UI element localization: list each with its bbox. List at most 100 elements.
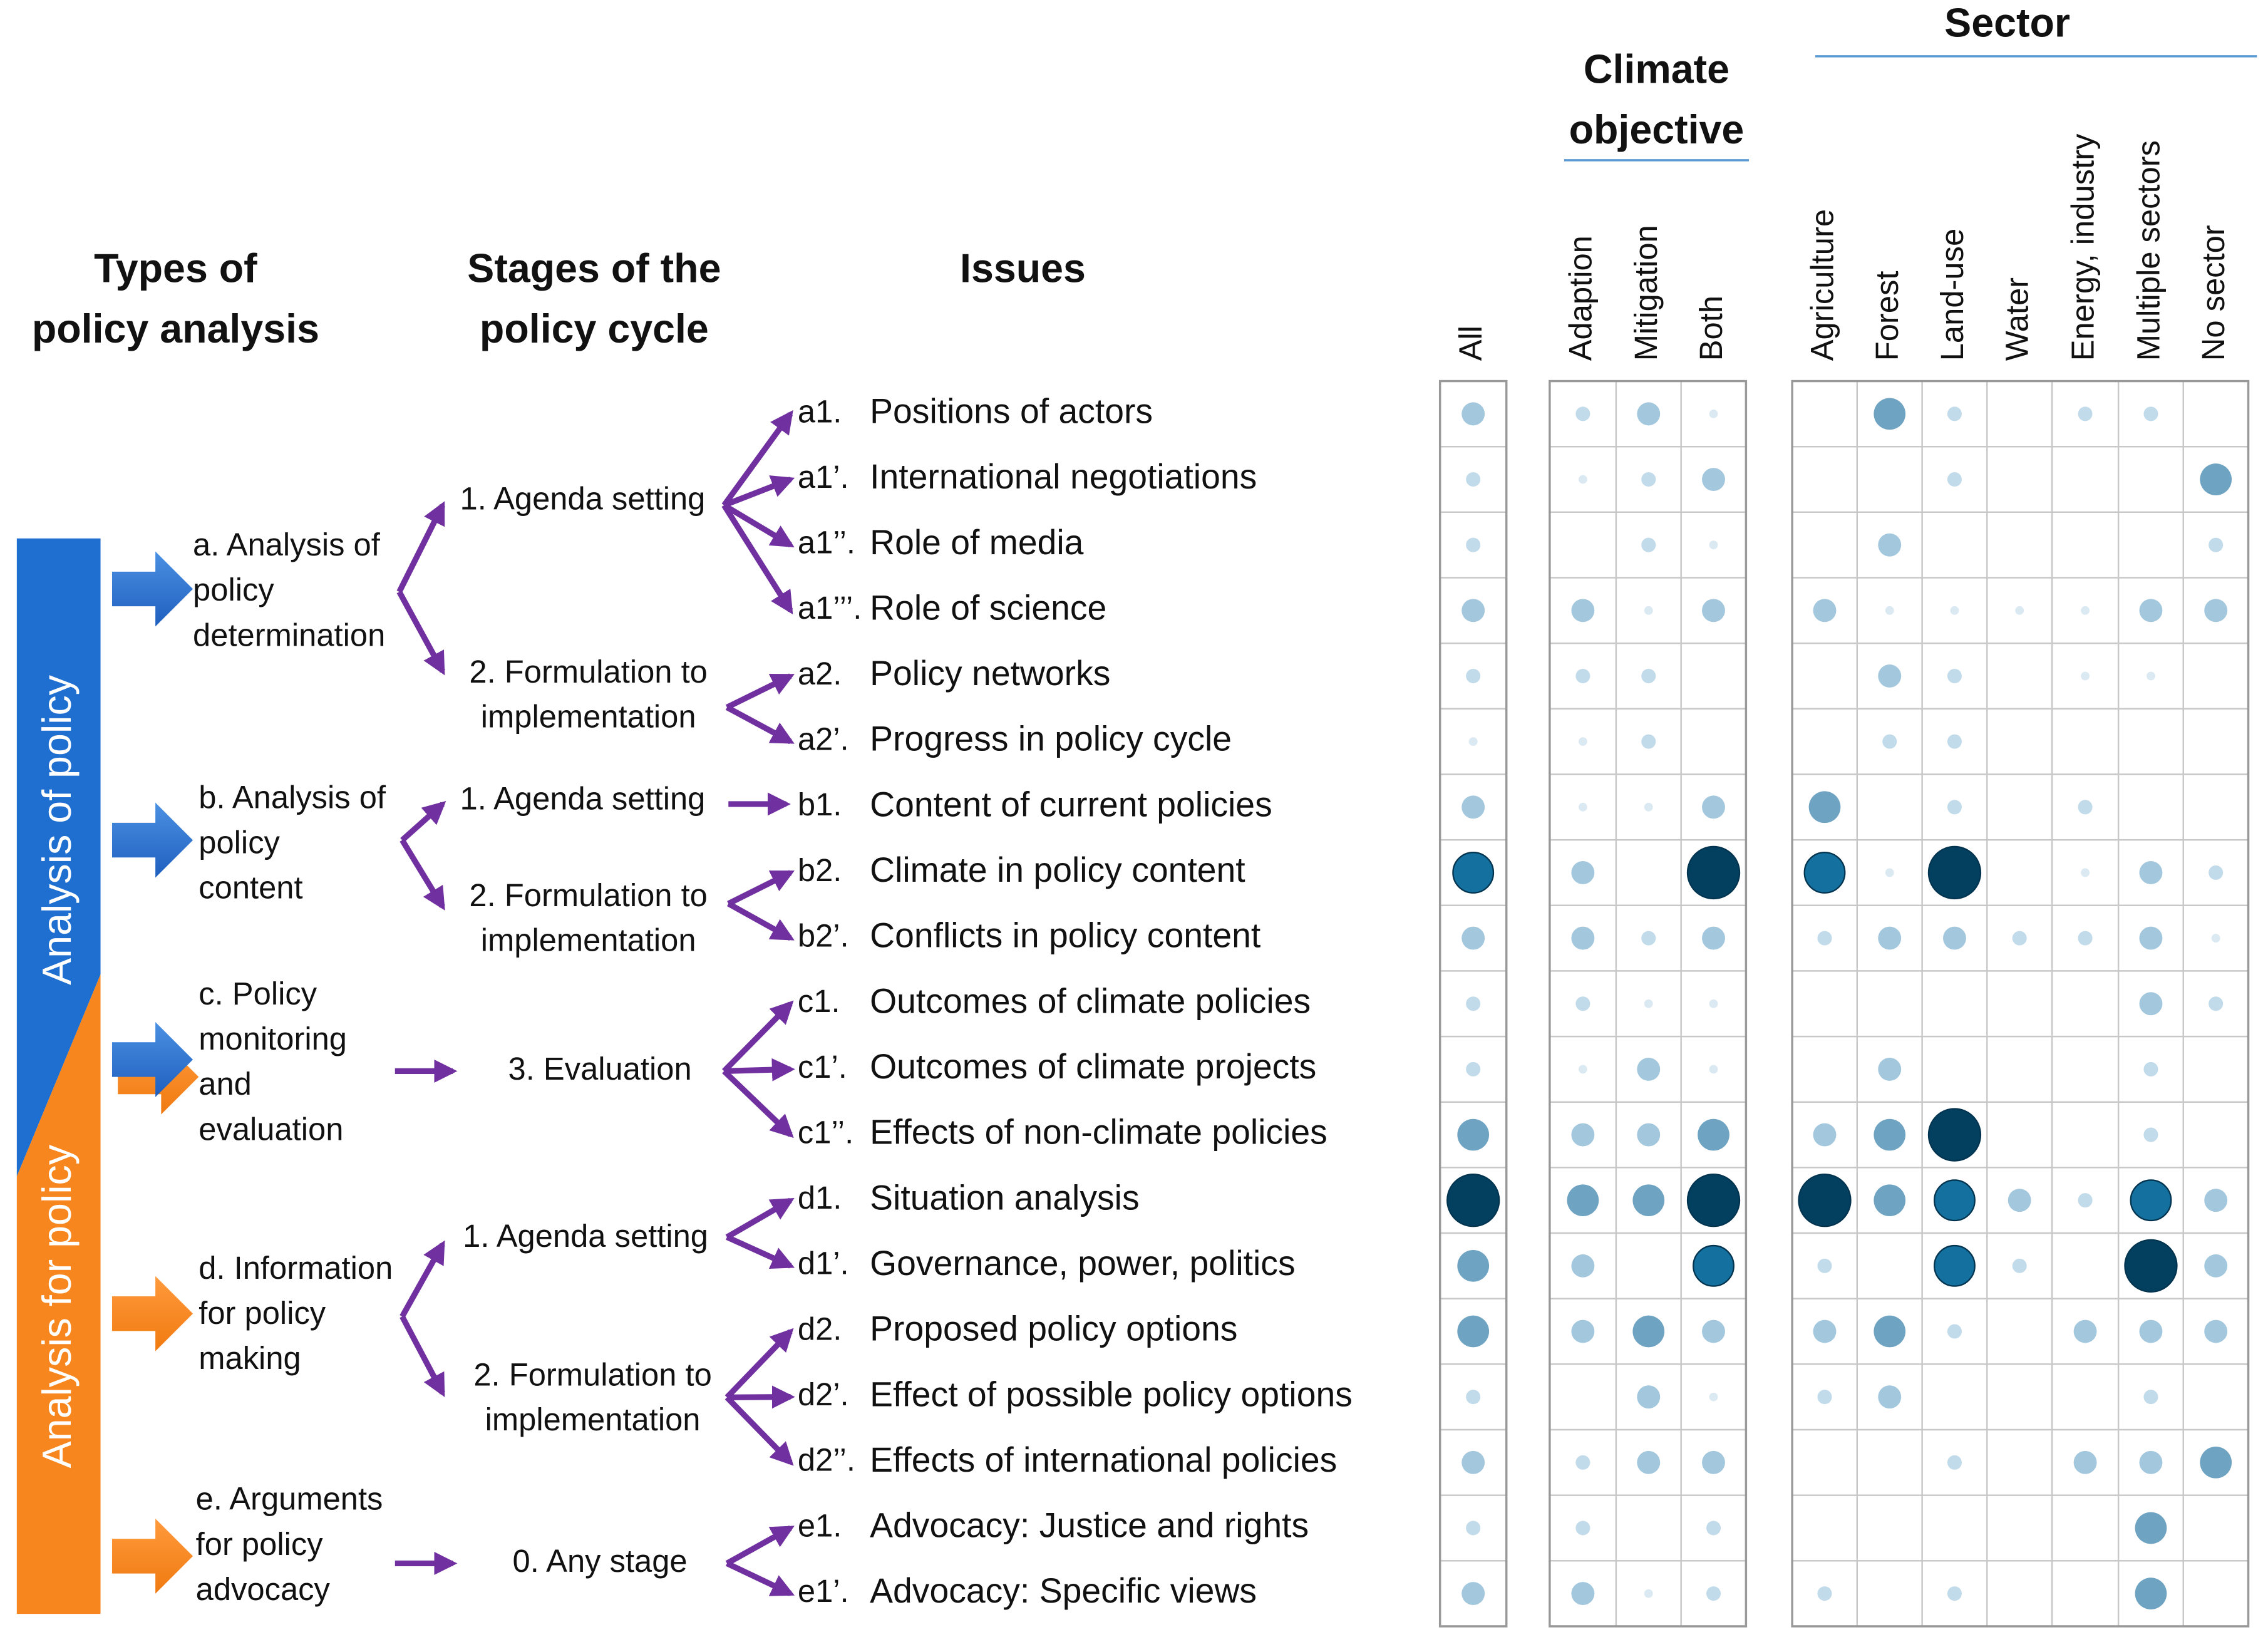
bubble xyxy=(1461,1450,1485,1474)
bubble xyxy=(1641,668,1656,684)
bubble xyxy=(2073,1450,2097,1474)
bubble xyxy=(1461,1582,1485,1606)
bubble xyxy=(1578,802,1587,812)
bubble xyxy=(1947,800,1962,815)
cell xyxy=(1856,446,1923,514)
bubble xyxy=(1571,1319,1595,1343)
type-label: policy xyxy=(198,825,280,860)
bubble xyxy=(1637,1057,1661,1081)
bubble xyxy=(1575,406,1590,421)
bubble xyxy=(1567,1184,1599,1217)
flow-arrow xyxy=(725,673,795,710)
issue-code: d1’. xyxy=(798,1246,849,1281)
bubble xyxy=(1813,1123,1837,1147)
flow-arrow xyxy=(721,410,793,507)
bubble xyxy=(1817,1258,1832,1273)
bubble xyxy=(2200,1446,2232,1479)
type-label: for policy xyxy=(196,1526,324,1562)
cell xyxy=(1856,1494,1923,1562)
issue-label: Climate in policy content xyxy=(870,850,1245,889)
bubble xyxy=(1709,1065,1718,1074)
bubble xyxy=(1698,1118,1729,1151)
bubble xyxy=(1947,1324,1962,1339)
flow-arrow xyxy=(396,590,445,676)
header: Stages of the xyxy=(467,245,721,291)
cell xyxy=(1921,511,1988,579)
bubble xyxy=(1575,1521,1590,1536)
bubble xyxy=(1571,1123,1595,1147)
flow-arrow xyxy=(396,501,445,594)
bubble xyxy=(1644,802,1653,812)
cell xyxy=(1986,1560,2053,1628)
issue-label: Effects of non-climate policies xyxy=(870,1113,1327,1152)
cell xyxy=(1986,380,2053,448)
flow-arrow xyxy=(727,870,795,907)
bubble xyxy=(1571,1254,1595,1278)
bubble xyxy=(1457,1315,1490,1348)
issue-label: Positions of actors xyxy=(870,391,1153,430)
cell xyxy=(2182,1494,2249,1562)
bubble xyxy=(1637,1385,1661,1409)
bubble xyxy=(2204,1189,2228,1212)
cell xyxy=(1986,1298,2053,1365)
issue-code: c1. xyxy=(798,983,840,1019)
cell xyxy=(2051,1035,2120,1103)
bubble xyxy=(1709,409,1718,418)
side-bar-label: Analysis of policy xyxy=(34,674,80,985)
stage-label: 1. Agenda setting xyxy=(460,781,706,817)
cell xyxy=(2051,1363,2120,1431)
issue-label: Content of current policies xyxy=(870,785,1272,824)
cell xyxy=(1615,1494,1682,1562)
grid-frame xyxy=(1791,380,2250,1628)
cell xyxy=(1791,380,1858,448)
stage-label: implementation xyxy=(481,922,696,958)
issue-code: d2’. xyxy=(798,1376,849,1412)
cell xyxy=(1986,839,2053,906)
bubble xyxy=(2143,1127,2158,1142)
bubble xyxy=(1686,1174,1741,1227)
bubble xyxy=(1943,926,1966,950)
cell xyxy=(2051,1232,2120,1299)
bubble xyxy=(1882,734,1897,749)
flow-arrow xyxy=(723,475,795,509)
cell xyxy=(1791,970,1858,1038)
bubble xyxy=(1947,406,1962,421)
cell xyxy=(1549,511,1617,579)
bubble xyxy=(1706,1521,1721,1536)
bubble xyxy=(1571,1582,1595,1606)
bubble xyxy=(1709,540,1718,550)
bubble xyxy=(2204,1319,2228,1343)
column-label: Both xyxy=(1693,296,1729,361)
flow-arrow xyxy=(400,801,446,843)
type-arrow xyxy=(111,802,193,878)
column-label: Energy, industry xyxy=(2064,133,2100,361)
issue-label: International negotiations xyxy=(870,457,1257,496)
stage-label: implementation xyxy=(481,698,696,734)
cell xyxy=(1856,1232,1923,1299)
side-bar-blue xyxy=(16,538,101,1177)
cell xyxy=(2182,708,2249,775)
bubble xyxy=(2139,992,2163,1016)
bubble xyxy=(2073,1319,2097,1343)
cell xyxy=(1921,970,1988,1038)
bubble xyxy=(1632,1184,1665,1217)
flow-arrow xyxy=(721,503,793,615)
issue-code: c1’’. xyxy=(798,1114,853,1150)
cell xyxy=(2051,1101,2120,1169)
bubble xyxy=(1641,931,1656,946)
cell xyxy=(1791,708,1858,775)
cell xyxy=(1791,511,1858,579)
cell xyxy=(1615,1232,1682,1299)
bubble xyxy=(2008,1189,2031,1212)
bubble xyxy=(1637,1450,1661,1474)
bubble xyxy=(2147,671,2155,681)
cell xyxy=(1986,643,2053,710)
bubble xyxy=(1466,996,1481,1011)
bubble xyxy=(1878,664,1902,688)
issue-label: Role of media xyxy=(870,523,1084,562)
bubble xyxy=(1702,599,1725,622)
bubble xyxy=(1575,996,1590,1011)
cell xyxy=(1986,1428,2053,1496)
bubble xyxy=(2204,1254,2228,1278)
bubble xyxy=(2139,1319,2163,1343)
